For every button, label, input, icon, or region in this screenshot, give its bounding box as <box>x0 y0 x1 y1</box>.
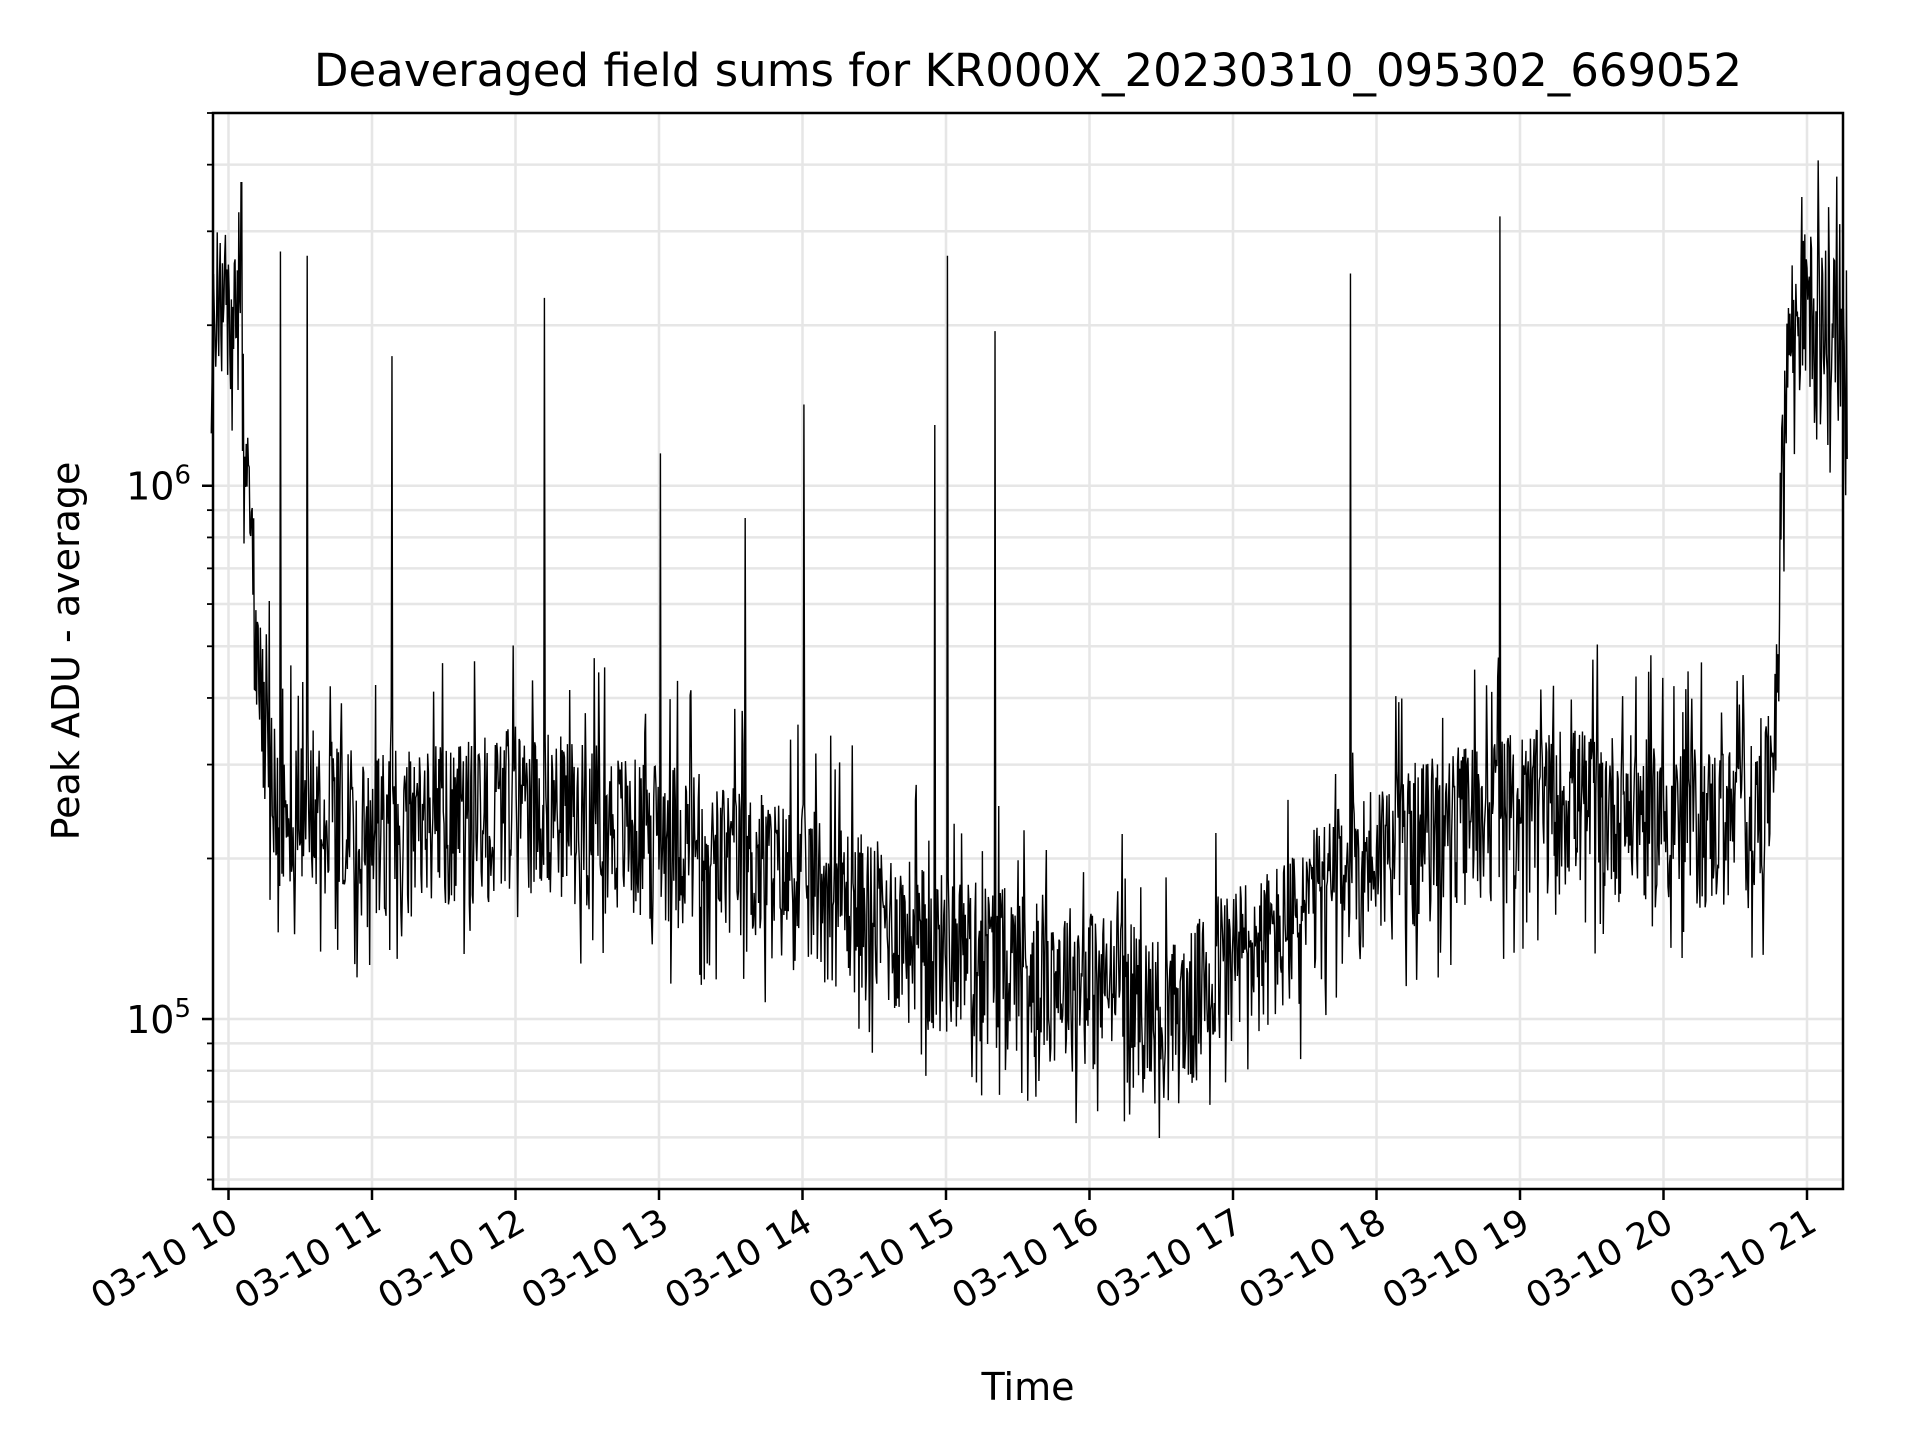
y-axis: 105 106 <box>126 112 213 1181</box>
chart-title: Deaveraged field sums for KR000X_2023031… <box>314 44 1742 97</box>
series-line <box>210 160 1848 1139</box>
series-layer <box>210 160 1848 1139</box>
y-tick-label: 105 <box>126 994 191 1042</box>
y-axis-label: Peak ADU - average <box>44 462 88 841</box>
y-tick-label: 106 <box>126 461 191 509</box>
plot-frame <box>211 111 1845 1191</box>
x-axis-label: Time <box>981 1365 1075 1409</box>
